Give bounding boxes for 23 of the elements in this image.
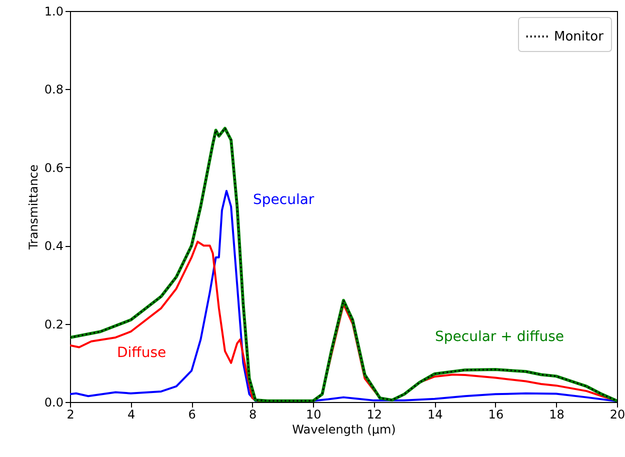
- y-tick-label: 0.8: [44, 82, 64, 97]
- x-tick-label: 12: [366, 408, 382, 422]
- y-tick-label: 0.2: [44, 317, 64, 332]
- x-tick-label: 16: [488, 408, 504, 422]
- y-tick-label: 1.0: [44, 4, 64, 18]
- x-tick-label: 8: [249, 408, 257, 422]
- legend-label: Monitor: [554, 30, 604, 44]
- text: Specular + diffuse: [435, 329, 564, 345]
- x-tick-label: 4: [127, 408, 136, 422]
- x-tick-label: 20: [610, 408, 625, 422]
- x-tick-label: 14: [428, 408, 443, 422]
- x-axis-title: Wavelength (μm): [292, 422, 396, 436]
- y-axis-title: Transmittance: [26, 164, 40, 251]
- x-tick-label: 2: [66, 408, 74, 422]
- series-label: Specular: [253, 192, 314, 208]
- y-tick-label: 0.0: [44, 396, 64, 410]
- y-tick-label: 0.6: [44, 160, 64, 175]
- x-tick-label: 6: [188, 408, 196, 422]
- x-tick-label: 18: [549, 408, 564, 422]
- line-series: [70, 190, 617, 402]
- y-tick-label: 0.4: [44, 239, 64, 254]
- x-tick-label: 10: [306, 408, 322, 422]
- series-label: Diffuse: [117, 345, 166, 361]
